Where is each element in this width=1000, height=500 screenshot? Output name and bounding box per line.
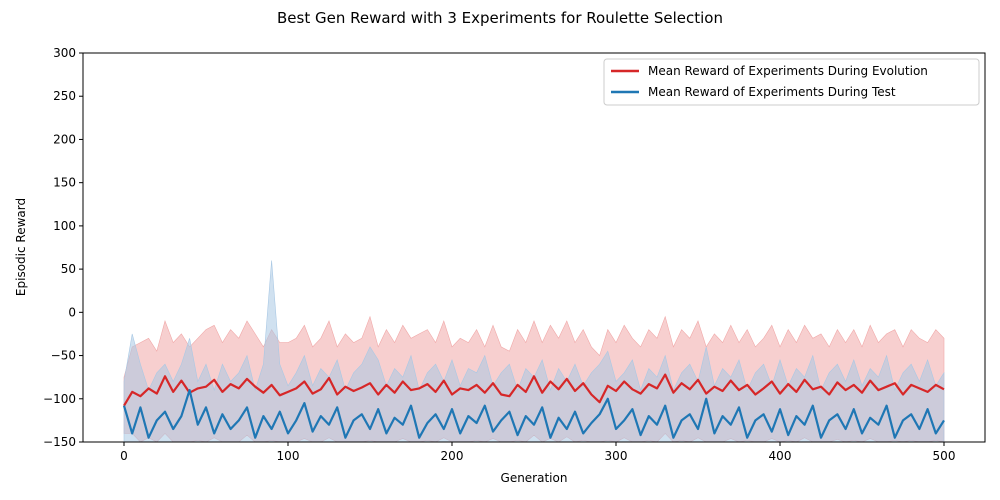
y-tick-label: −50 <box>51 349 76 363</box>
legend-box <box>603 58 980 106</box>
x-tick-label: 500 <box>933 449 956 463</box>
x-tick-label: 0 <box>120 449 128 463</box>
plot-area <box>122 260 945 443</box>
y-axis: −150 −100 −50 0 50 100 150 200 250 300 <box>43 46 83 449</box>
legend: Mean Reward of Experiments During Evolut… <box>603 58 980 106</box>
series-line-test <box>122 389 945 439</box>
y-tick-label: 50 <box>61 262 76 276</box>
plot-frame <box>82 52 986 443</box>
y-tick-label: −100 <box>43 392 76 406</box>
x-tick-label: 300 <box>605 449 628 463</box>
y-tick-label: 200 <box>53 132 76 146</box>
x-tick-label: 100 <box>277 449 300 463</box>
x-tick-label: 400 <box>769 449 792 463</box>
series-line-evolution <box>123 373 945 407</box>
chart-title: Best Gen Reward with 3 Experiments for R… <box>277 9 723 27</box>
x-axis: 0 100 200 300 400 500 <box>120 442 955 463</box>
y-tick-label: 250 <box>53 89 76 103</box>
legend-label-test: Mean Reward of Experiments During Test <box>648 85 896 99</box>
y-tick-label: 100 <box>53 219 76 233</box>
legend-label-evolution: Mean Reward of Experiments During Evolut… <box>648 64 928 78</box>
y-tick-label: 0 <box>68 305 76 319</box>
y-tick-label: 150 <box>53 176 76 190</box>
y-tick-label: −150 <box>43 435 76 449</box>
y-tick-label: 300 <box>53 46 76 60</box>
y-axis-label: Episodic Reward <box>14 198 28 296</box>
x-axis-label: Generation <box>501 471 568 485</box>
x-tick-label: 200 <box>441 449 464 463</box>
